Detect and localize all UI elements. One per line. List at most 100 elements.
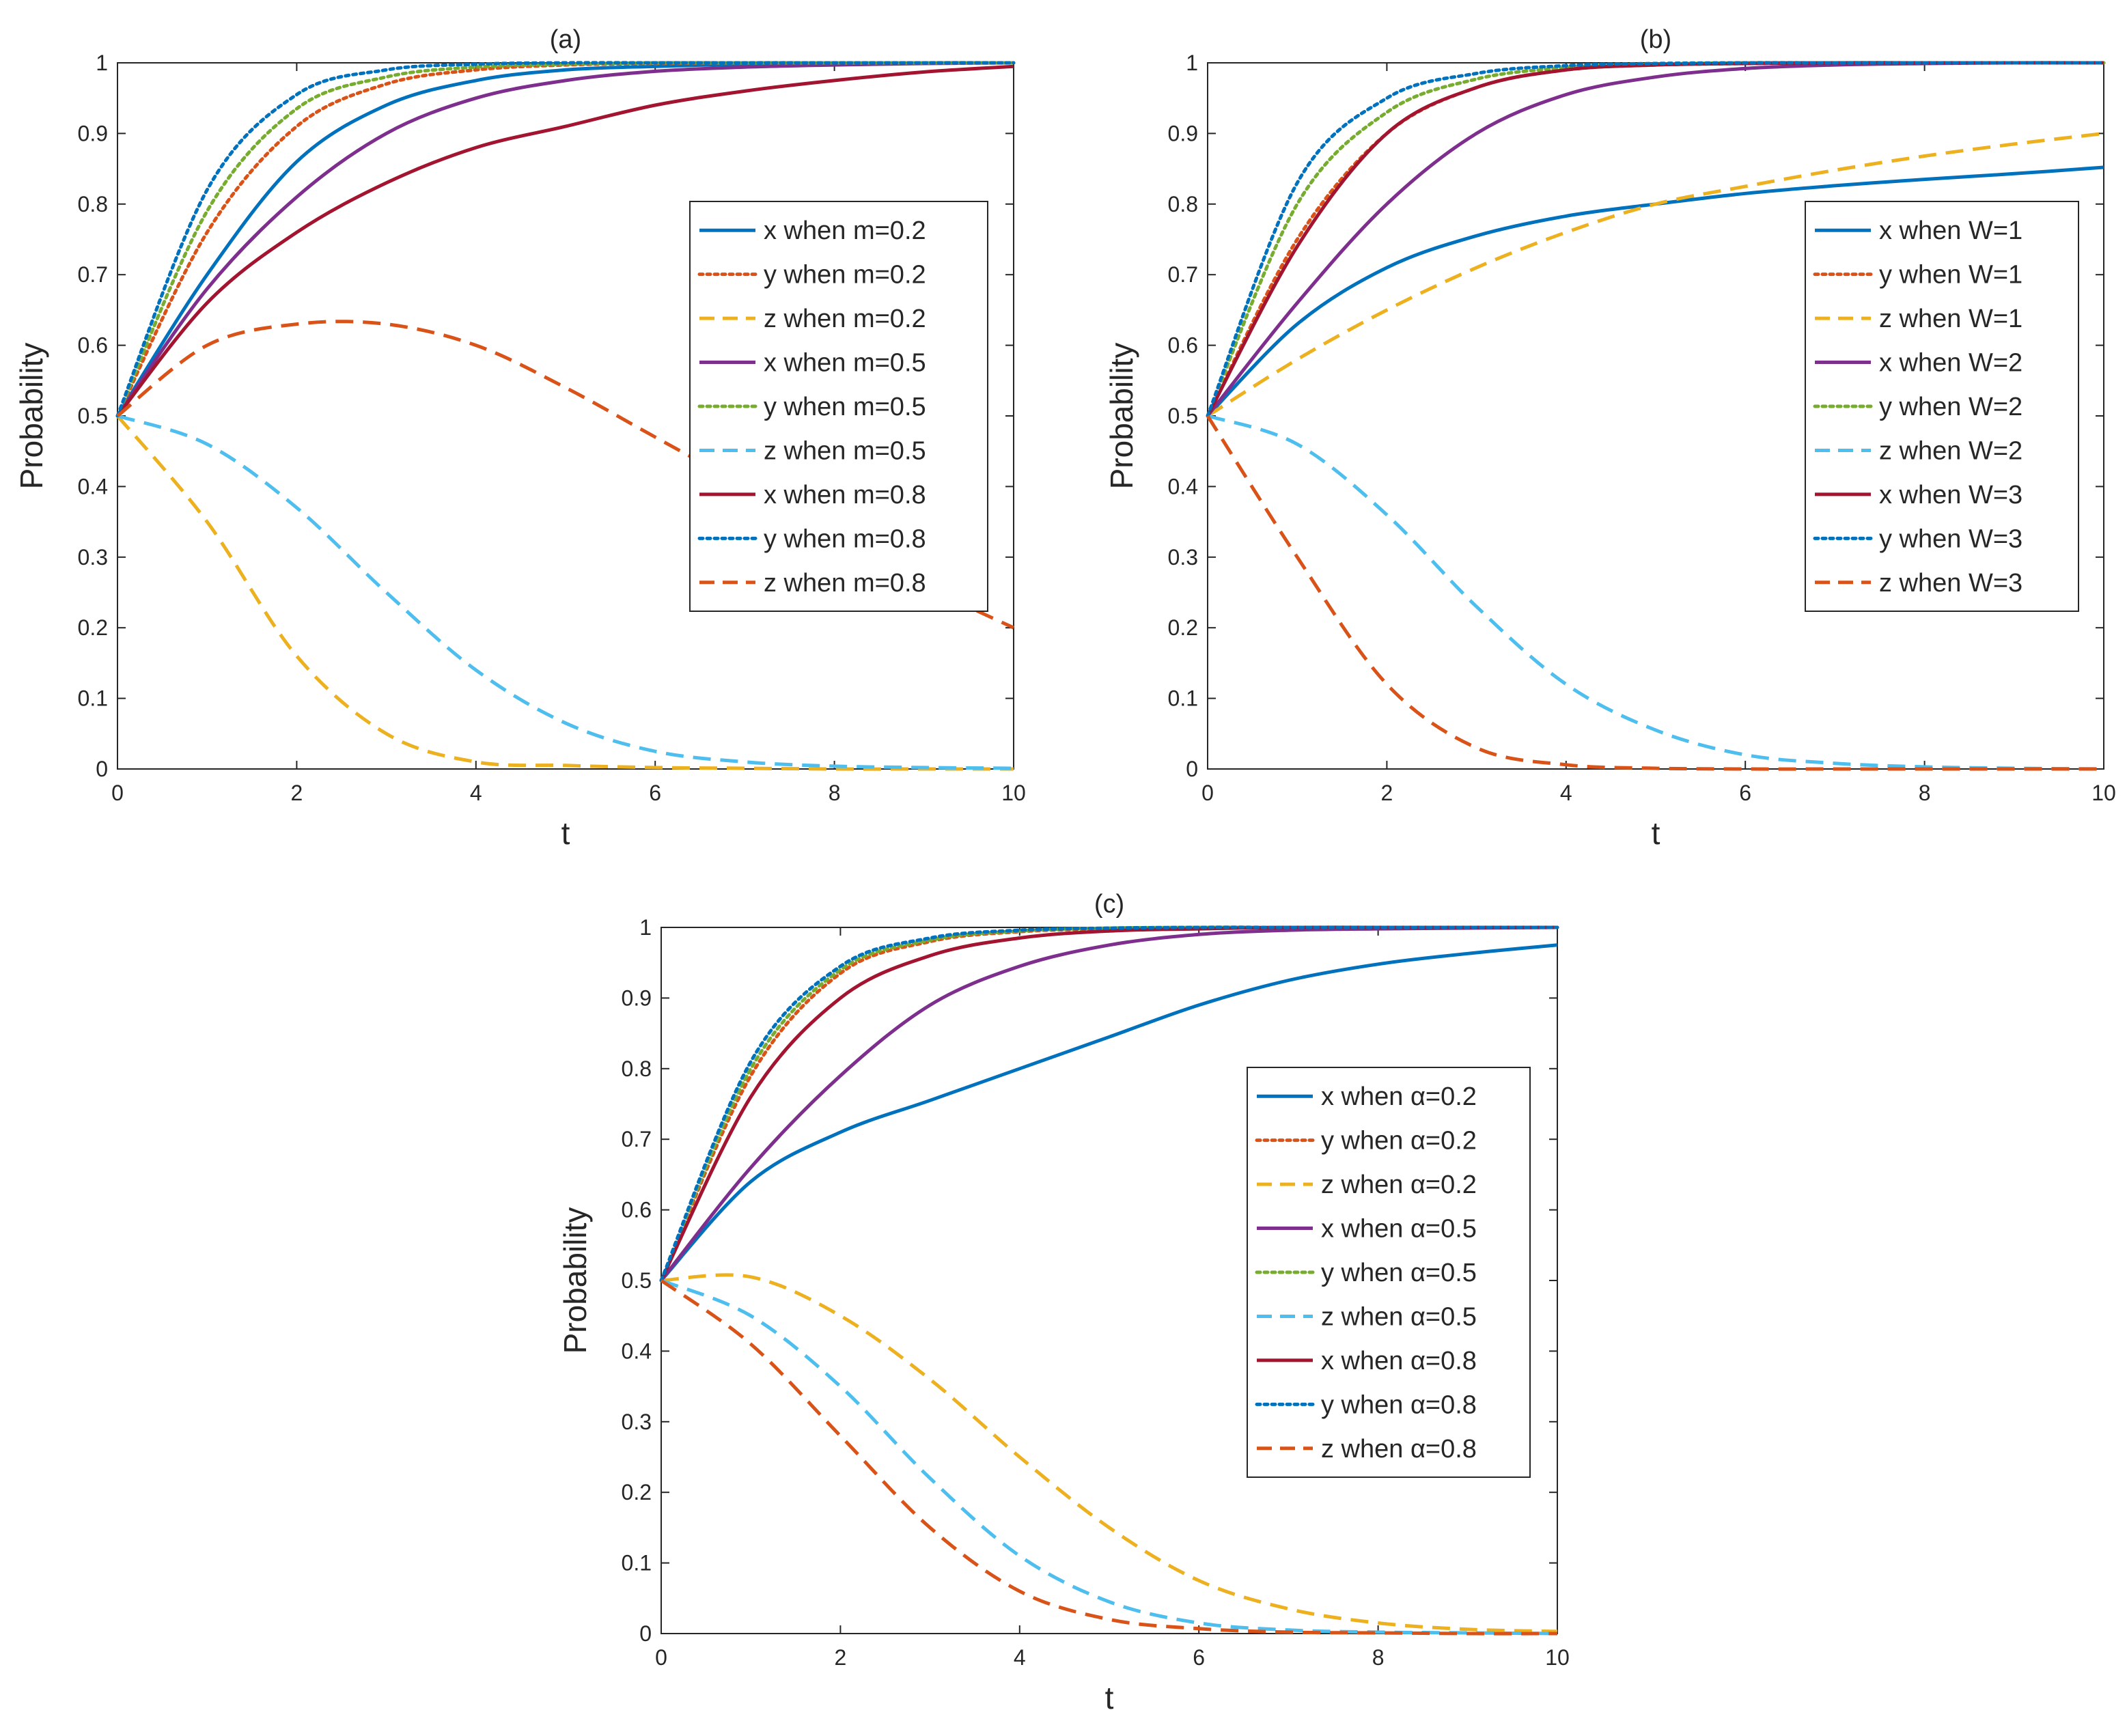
series-line-4 [115,61,1014,417]
legend-label: x when m=0.2 [764,216,926,245]
legend-label: z when α=0.8 [1321,1435,1477,1464]
y-tick-label: 0.9 [622,985,652,1010]
y-axis-label: Probability [1104,343,1139,490]
x-axis-label: t [1652,815,1660,851]
y-tick-label: 0.3 [78,545,108,570]
legend-label: y when W=1 [1879,261,2022,290]
y-tick-label: 0.4 [622,1339,652,1363]
y-axis-label: Probability [557,1207,593,1354]
legend: x when α=0.2 y when α=0.2 z when α=0.2 x wh… [1247,1067,1531,1478]
y-tick-label: 0.3 [1168,545,1198,570]
legend-label: x when α=0.5 [1321,1215,1477,1244]
series-line-9 [1206,415,2104,771]
legend-label: x when α=0.2 [1321,1082,1477,1111]
series-line-8 [659,925,1559,1283]
y-tick-label: 0.3 [622,1410,652,1434]
y-tick-label: 0.8 [1168,192,1198,216]
series-line-3 [1206,131,2104,418]
series-line-6 [117,414,1014,770]
x-tick-label: 6 [1739,781,1751,805]
legend: x when m=0.2 y when m=0.2 z when m=0.2 x wh… [689,201,988,612]
y-tick-label: 0.1 [1168,686,1198,711]
x-tick-label: 10 [1001,781,1026,805]
chart-panel-3: 0 2 4 6 8 10 0 0.1 0.2 0.3 0.4 0.5 0.6 0.7 0.8 0.9 1 t Pro… [557,890,1570,1716]
x-tick-label: 0 [111,781,124,805]
x-tick-label: 10 [1545,1645,1570,1670]
x-tick-label: 8 [829,781,841,805]
legend-label: y when W=2 [1879,393,2022,421]
y-tick-label: 0.4 [78,474,108,499]
legend-label: z when α=0.2 [1321,1171,1477,1199]
y-tick-label: 1 [639,915,652,940]
x-tick-label: 2 [835,1645,847,1670]
y-tick-label: 0.7 [622,1127,652,1151]
y-tick-label: 0.6 [78,333,108,358]
x-tick-label: 0 [1201,781,1214,805]
legend-label: x when α=0.8 [1321,1347,1477,1375]
chart-title: (c) [1094,890,1124,919]
legend-label: x when W=1 [1879,216,2022,245]
legend-label: z when m=0.2 [764,305,926,333]
y-tick-label: 0.4 [1168,474,1198,499]
legend-label: y when α=0.5 [1321,1259,1477,1287]
legend-label: z when W=2 [1879,436,2022,465]
legend-label: x when m=0.8 [764,481,926,509]
x-tick-label: 4 [1014,1645,1026,1670]
y-tick-label: 0.2 [622,1480,652,1504]
x-tick-label: 2 [1381,781,1393,805]
y-tick-label: 0.2 [1168,615,1198,640]
y-tick-label: 0.7 [78,262,108,287]
legend-label: z when α=0.5 [1321,1302,1477,1331]
y-tick-label: 0.1 [78,686,108,711]
legend-label: z when W=3 [1879,569,2022,598]
y-tick-label: 0.5 [622,1268,652,1293]
x-tick-label: 8 [1372,1645,1385,1670]
chart-title: (b) [1640,25,1671,54]
x-tick-label: 2 [291,781,303,805]
y-tick-label: 0.6 [1168,333,1198,358]
x-tick-label: 8 [1919,781,1931,805]
y-tick-label: 0.5 [1168,404,1198,428]
y-tick-label: 0 [1186,757,1198,781]
legend-label: y when α=0.8 [1321,1390,1477,1419]
legend-label: x when m=0.5 [764,349,926,378]
x-tick-label: 6 [649,781,661,805]
legend-label: y when m=0.2 [764,261,926,290]
series-line-9 [660,1278,1558,1636]
legend-label: y when m=0.8 [764,524,926,553]
chart-panel-1: 0 2 4 6 8 10 0 0.1 0.2 0.3 0.4 0.5 0.6 0.7 0.8 0.9 1 t Pro… [14,25,1026,851]
y-tick-label: 0 [96,757,108,781]
series-line-1 [660,943,1558,1282]
series-line-3 [116,415,1014,771]
legend-label: z when m=0.5 [764,436,926,465]
chart-title: (a) [550,25,581,54]
legend-label: y when α=0.2 [1321,1127,1477,1156]
legend-label: z when W=1 [1879,305,2022,333]
y-tick-label: 0.8 [622,1056,652,1081]
y-tick-label: 0.6 [622,1198,652,1222]
series-line-8 [1206,61,2106,418]
y-tick-label: 1 [96,51,108,75]
y-tick-label: 0.7 [1168,262,1198,287]
x-tick-label: 4 [1560,781,1572,805]
legend-label: y when W=3 [1879,524,2022,553]
x-axis-label: t [561,815,570,851]
legend-label: z when m=0.8 [764,569,926,598]
x-axis-label: t [1105,1680,1114,1716]
x-tick-label: 6 [1193,1645,1205,1670]
legend-label: x when W=2 [1879,349,2022,378]
series-line-7 [116,64,1014,417]
x-tick-label: 4 [470,781,482,805]
y-tick-label: 0 [639,1621,652,1646]
series-line-3 [661,1273,1558,1634]
y-tick-label: 1 [1186,51,1198,75]
legend: x when W=1 y when W=1 z when W=1 x when W=2… [1805,201,2079,612]
y-tick-label: 0.1 [622,1551,652,1576]
x-tick-label: 0 [655,1645,667,1670]
x-tick-label: 10 [2091,781,2116,805]
y-axis-label: Probability [14,343,49,490]
chart-panel-2: 0 2 4 6 8 10 0 0.1 0.2 0.3 0.4 0.5 0.6 0.7 0.8 0.9 1 t Pro… [1104,25,2116,851]
y-tick-label: 0.2 [78,615,108,640]
